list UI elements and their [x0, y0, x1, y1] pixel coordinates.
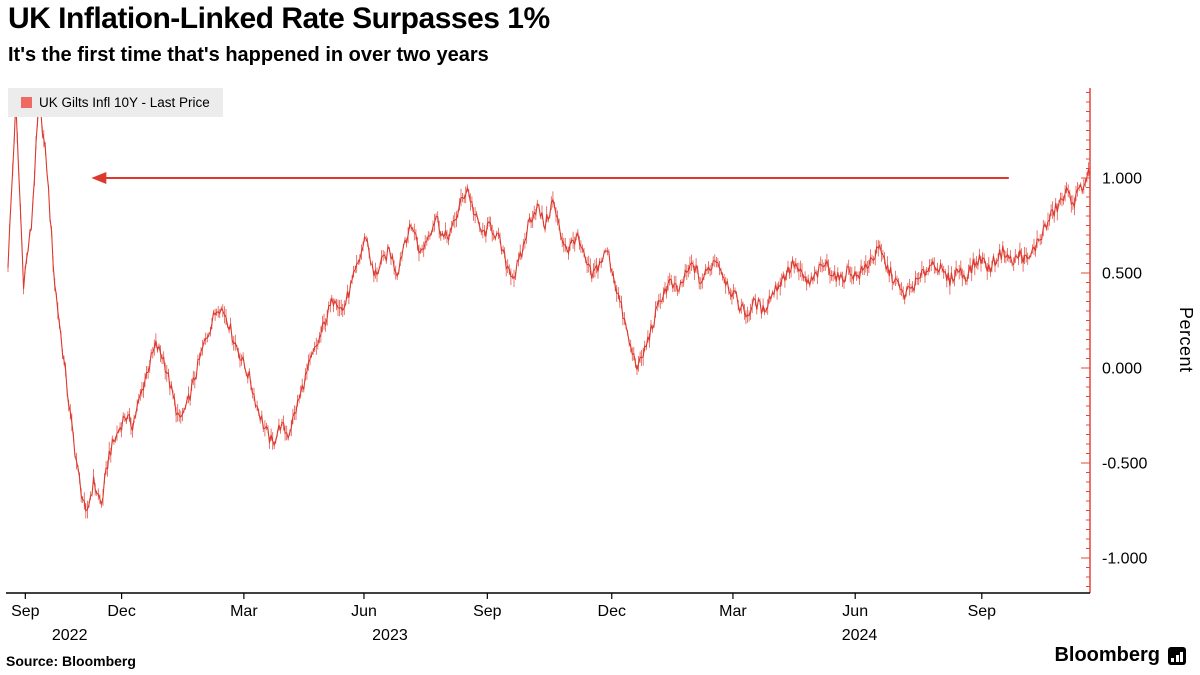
- svg-text:2024: 2024: [842, 627, 878, 644]
- svg-text:Sep: Sep: [473, 603, 502, 620]
- svg-text:Dec: Dec: [598, 603, 626, 620]
- svg-text:Jun: Jun: [351, 603, 377, 620]
- svg-text:2023: 2023: [372, 627, 408, 644]
- page-subtitle: It's the first time that's happened in o…: [8, 44, 489, 66]
- page-title: UK Inflation-Linked Rate Surpasses 1%: [8, 2, 550, 35]
- svg-text:-0.500: -0.500: [1102, 456, 1147, 473]
- svg-text:Mar: Mar: [719, 603, 747, 620]
- svg-text:Jun: Jun: [842, 603, 868, 620]
- source-credit: Source: Bloomberg: [6, 653, 136, 669]
- bloomberg-wordmark: Bloomberg: [1054, 644, 1160, 666]
- chart-legend: UK Gilts Infl 10Y - Last Price: [8, 88, 223, 117]
- svg-text:Dec: Dec: [107, 603, 135, 620]
- svg-text:Sep: Sep: [11, 603, 40, 620]
- svg-text:1.000: 1.000: [1102, 171, 1142, 188]
- legend-label: UK Gilts Infl 10Y - Last Price: [39, 95, 210, 110]
- svg-text:2022: 2022: [52, 627, 88, 644]
- y-axis-title: Percent: [1176, 307, 1196, 373]
- svg-text:0.000: 0.000: [1102, 361, 1142, 378]
- svg-text:Mar: Mar: [230, 603, 258, 620]
- svg-text:-1.000: -1.000: [1102, 551, 1147, 568]
- bloomberg-logo: Bloomberg: [1054, 644, 1186, 667]
- svg-text:Sep: Sep: [968, 603, 997, 620]
- bloomberg-chart-icon: [1168, 646, 1186, 665]
- svg-text:0.500: 0.500: [1102, 266, 1142, 283]
- legend-swatch-icon: [21, 97, 32, 108]
